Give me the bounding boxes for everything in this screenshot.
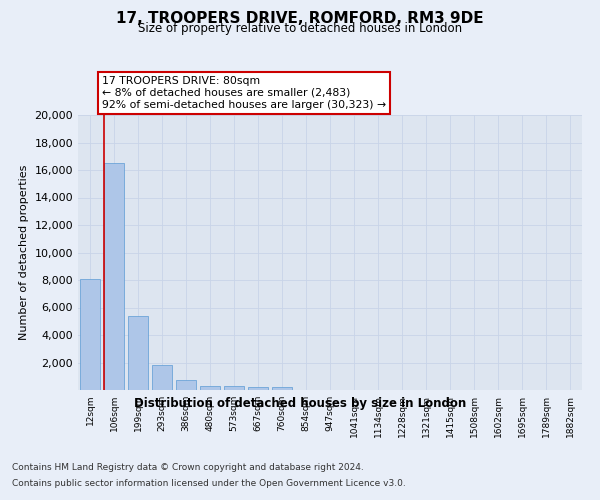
Text: 17 TROOPERS DRIVE: 80sqm
← 8% of detached houses are smaller (2,483)
92% of semi: 17 TROOPERS DRIVE: 80sqm ← 8% of detache… (102, 76, 386, 110)
Bar (104, 163, 124, 390)
Bar (152, 364, 172, 390)
Bar (224, 386, 244, 390)
Text: 17, TROOPERS DRIVE, ROMFORD, RM3 9DE: 17, TROOPERS DRIVE, ROMFORD, RM3 9DE (116, 11, 484, 26)
Text: Distribution of detached houses by size in London: Distribution of detached houses by size … (134, 398, 466, 410)
Y-axis label: Number of detached properties: Number of detached properties (19, 165, 29, 340)
Bar (176, 380, 196, 390)
Bar (128, 316, 148, 390)
Text: Contains public sector information licensed under the Open Government Licence v3: Contains public sector information licen… (12, 478, 406, 488)
Bar (272, 387, 292, 390)
Text: Contains HM Land Registry data © Crown copyright and database right 2024.: Contains HM Land Registry data © Crown c… (12, 464, 364, 472)
Bar (80, 278, 100, 390)
Text: Size of property relative to detached houses in London: Size of property relative to detached ho… (138, 22, 462, 35)
Bar (200, 386, 220, 390)
Bar (248, 387, 268, 390)
